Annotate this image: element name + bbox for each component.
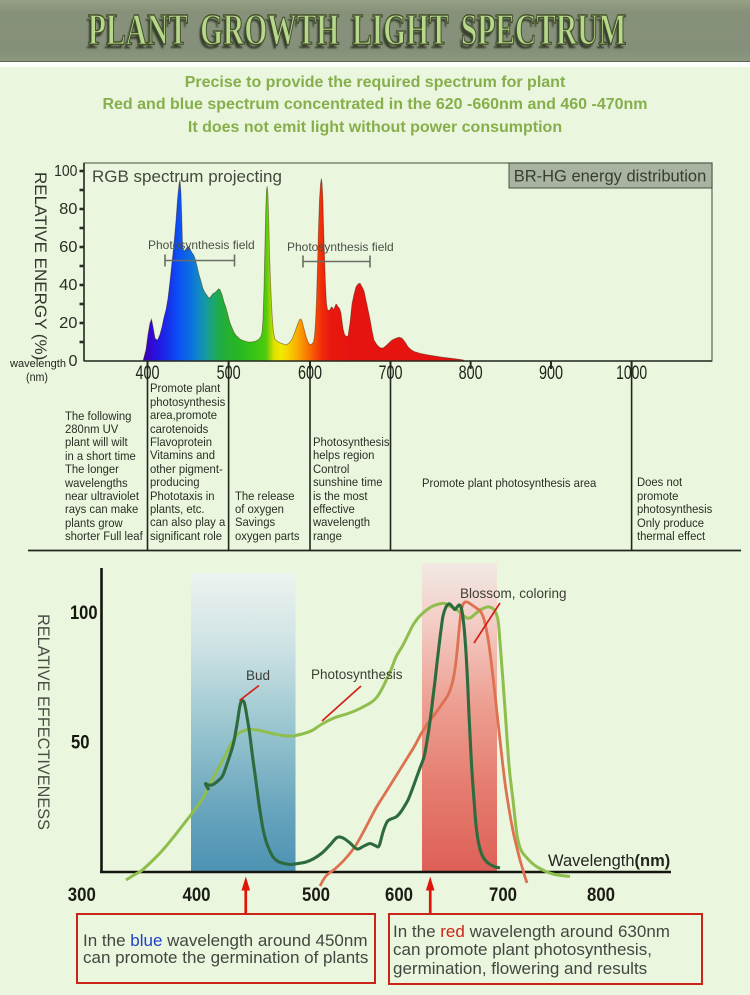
svg-text:300: 300 xyxy=(68,884,96,906)
svg-text:100: 100 xyxy=(54,163,78,180)
svg-text:(nm): (nm) xyxy=(26,370,48,384)
svg-text:500: 500 xyxy=(302,884,330,906)
svg-text:Photosynthesis field: Photosynthesis field xyxy=(148,238,255,252)
svg-text:BR-HG energy distribution: BR-HG energy distribution xyxy=(514,168,707,186)
svg-text:600: 600 xyxy=(385,884,413,906)
svg-text:40: 40 xyxy=(59,277,78,294)
svg-text:RELATIVE ENERGY (%): RELATIVE ENERGY (%) xyxy=(31,172,50,360)
svg-text:Photosynthesis field: Photosynthesis field xyxy=(287,240,394,254)
svg-text:20: 20 xyxy=(59,315,78,332)
svg-text:800: 800 xyxy=(459,363,483,384)
svg-text:700: 700 xyxy=(489,884,517,906)
svg-text:900: 900 xyxy=(539,363,563,384)
svg-text:100: 100 xyxy=(70,603,98,624)
svg-text:Photosynthesis: Photosynthesis xyxy=(311,667,403,682)
svg-text:400: 400 xyxy=(183,884,211,906)
svg-text:50: 50 xyxy=(71,733,90,754)
svg-text:Bud: Bud xyxy=(246,668,270,683)
svg-text:Blossom, coloring: Blossom, coloring xyxy=(460,586,567,601)
svg-text:800: 800 xyxy=(587,884,615,906)
svg-text:RGB spectrum projecting: RGB spectrum projecting xyxy=(92,167,282,186)
svg-text:Wavelength(nm): Wavelength(nm) xyxy=(548,852,670,870)
svg-text:wavelength: wavelength xyxy=(9,358,66,370)
svg-text:RELATIVE EFFECTIVENESS: RELATIVE EFFECTIVENESS xyxy=(34,614,52,830)
svg-text:80: 80 xyxy=(59,201,78,218)
svg-text:0: 0 xyxy=(69,353,78,370)
svg-text:60: 60 xyxy=(59,239,78,256)
